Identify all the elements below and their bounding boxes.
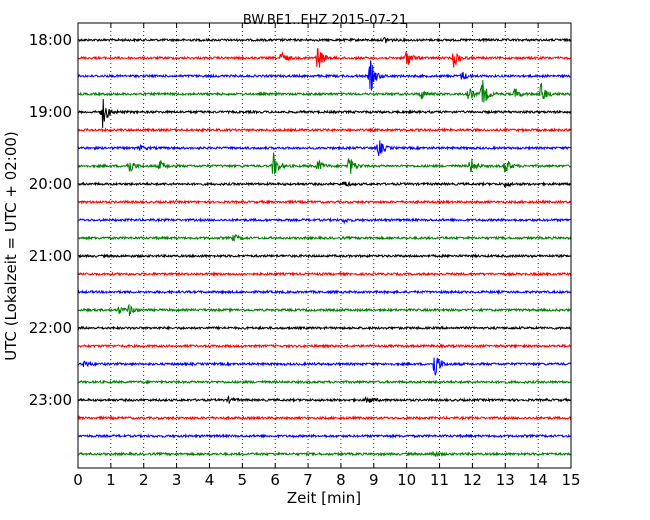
y-tick-label: 18:00 [29, 31, 72, 49]
seismogram-trace [77, 357, 572, 376]
seismogram-trace [77, 98, 572, 128]
x-axis-label: Zeit [min] [287, 489, 361, 507]
seismogram-trace [77, 343, 572, 349]
x-tick-label: 0 [73, 471, 83, 489]
seismogram-trace [77, 216, 572, 225]
seismogram-trace [77, 289, 572, 296]
vertical-grid [110, 23, 539, 468]
seismogram-trace [77, 325, 572, 331]
y-tick-label: 21:00 [29, 247, 72, 265]
x-tick-label: 11 [430, 471, 449, 489]
seismogram-trace [77, 432, 572, 439]
y-tick-label: 20:00 [29, 175, 72, 193]
seismogram-trace [77, 233, 572, 242]
x-tick-label: 14 [529, 471, 548, 489]
x-tick-label: 12 [463, 471, 482, 489]
x-tick-label: 4 [205, 471, 215, 489]
y-axis-label: UTC (Lokalzeit = UTC + 02:00) [2, 131, 20, 361]
seismogram-trace [77, 199, 572, 205]
plot-frame [77, 22, 572, 469]
seismogram-traces [77, 36, 572, 458]
seismogram-trace [77, 36, 572, 44]
seismogram-trace [77, 415, 572, 421]
x-tick-label: 7 [303, 471, 313, 489]
seismogram-trace [77, 127, 572, 133]
x-tick-label: 2 [139, 471, 149, 489]
y-tick-label: 22:00 [29, 319, 72, 337]
seismogram-trace [77, 450, 572, 458]
x-tick-label: 1 [106, 471, 116, 489]
seismogram-trace [77, 79, 572, 103]
x-tick-label: 9 [369, 471, 379, 489]
x-tick-label: 3 [172, 471, 182, 489]
seismogram-trace [77, 378, 572, 385]
y-tick-label: 19:00 [29, 103, 72, 121]
x-tick-label: 15 [561, 471, 580, 489]
seismogram-trace [77, 152, 572, 175]
seismogram-trace [77, 303, 572, 316]
x-axis-ticks: 0 1 2 3 4 5 6 7 8 9 10 11 12 13 14 15 [73, 23, 581, 489]
seismogram-trace [77, 47, 572, 68]
seismogram-trace [77, 270, 572, 278]
seismogram-trace [77, 253, 572, 259]
x-tick-label: 13 [496, 471, 515, 489]
seismogram-trace [77, 180, 572, 188]
seismogram-trace [77, 60, 572, 92]
x-tick-label: 5 [238, 471, 248, 489]
x-tick-label: 6 [270, 471, 280, 489]
seismogram-trace [77, 140, 572, 157]
y-axis-ticks: 18:00 19:00 20:00 21:00 22:00 23:00 [29, 31, 571, 409]
seismogram-trace [77, 395, 572, 404]
x-tick-label: 10 [397, 471, 416, 489]
chart-title: BW.BE1..EHZ 2015-07-21 [243, 13, 407, 28]
y-tick-label: 23:00 [29, 391, 72, 409]
x-tick-label: 8 [336, 471, 346, 489]
